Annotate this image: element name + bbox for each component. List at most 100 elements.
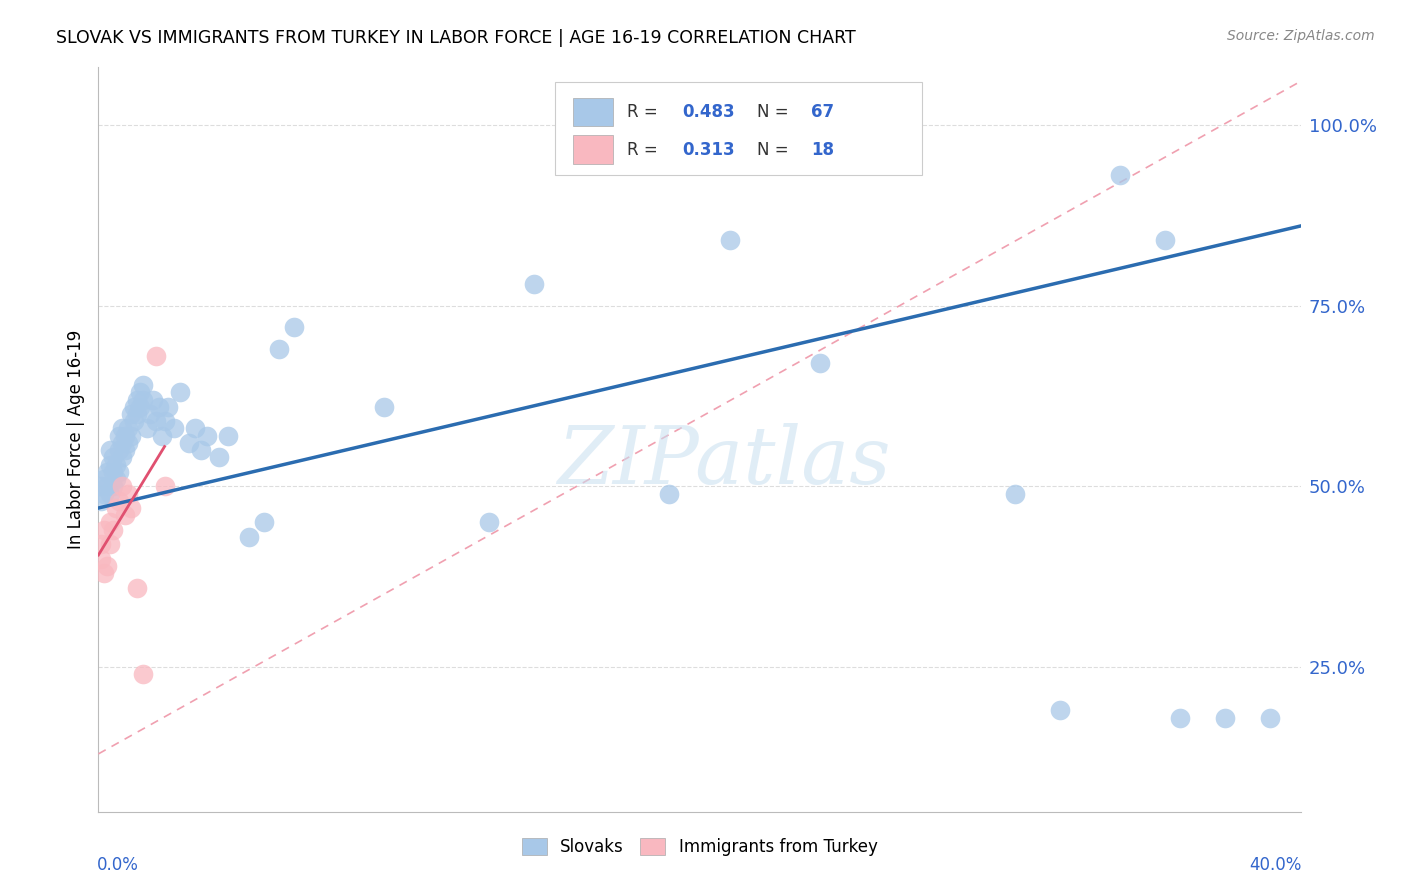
Point xyxy=(111,479,134,493)
Legend: Slovaks, Immigrants from Turkey: Slovaks, Immigrants from Turkey xyxy=(515,831,884,863)
Point xyxy=(100,516,122,530)
Point xyxy=(478,516,501,530)
Point xyxy=(217,428,239,442)
Point xyxy=(124,400,146,414)
Text: Source: ZipAtlas.com: Source: ZipAtlas.com xyxy=(1227,29,1375,43)
Text: 40.0%: 40.0% xyxy=(1250,856,1302,874)
Point xyxy=(111,436,134,450)
Point xyxy=(121,501,143,516)
Point xyxy=(103,479,125,493)
Point xyxy=(100,486,122,500)
Point xyxy=(111,421,134,435)
Point xyxy=(156,400,179,414)
Point xyxy=(162,421,184,435)
Point xyxy=(111,450,134,465)
Point xyxy=(1170,711,1192,725)
Text: R =: R = xyxy=(627,103,658,121)
Text: 0.0%: 0.0% xyxy=(97,856,139,874)
Point xyxy=(103,450,125,465)
Point xyxy=(100,537,122,551)
Point xyxy=(283,320,305,334)
Point xyxy=(1109,169,1132,183)
FancyBboxPatch shape xyxy=(574,136,613,164)
Point xyxy=(150,428,173,442)
Point xyxy=(658,486,681,500)
Point xyxy=(523,277,546,291)
Point xyxy=(195,428,218,442)
Point xyxy=(100,458,122,472)
Point xyxy=(718,234,741,248)
Text: 18: 18 xyxy=(811,141,834,159)
Point xyxy=(108,443,131,458)
Point xyxy=(105,472,128,486)
Point xyxy=(1049,704,1071,718)
Point xyxy=(121,407,143,421)
Point xyxy=(103,523,125,537)
Point xyxy=(1215,711,1237,725)
Point xyxy=(183,421,205,435)
Point xyxy=(145,414,167,428)
Point xyxy=(90,551,112,566)
Point xyxy=(129,385,152,400)
Point xyxy=(132,392,155,407)
Point xyxy=(208,450,231,465)
Point xyxy=(238,530,260,544)
Point xyxy=(103,465,125,479)
Point xyxy=(108,493,131,508)
Point xyxy=(93,486,115,500)
Text: 0.483: 0.483 xyxy=(683,103,735,121)
Point xyxy=(267,342,290,356)
Point xyxy=(117,436,139,450)
Point xyxy=(135,421,157,435)
Text: ZIPatlas: ZIPatlas xyxy=(557,423,890,500)
Point xyxy=(127,407,149,421)
Point xyxy=(1260,711,1282,725)
Point xyxy=(96,479,118,493)
Point xyxy=(108,465,131,479)
Point xyxy=(808,356,831,370)
Point xyxy=(114,428,136,442)
Point xyxy=(132,378,155,392)
Point xyxy=(190,443,212,458)
Point xyxy=(114,443,136,458)
Point xyxy=(253,516,276,530)
Point xyxy=(127,581,149,595)
Point xyxy=(90,479,112,493)
Point xyxy=(145,349,167,363)
Point xyxy=(93,472,115,486)
Point xyxy=(153,479,176,493)
Point xyxy=(117,421,139,435)
Text: 0.313: 0.313 xyxy=(683,141,735,159)
Point xyxy=(90,493,112,508)
Point xyxy=(100,443,122,458)
FancyBboxPatch shape xyxy=(555,82,922,175)
Point xyxy=(121,428,143,442)
Point xyxy=(373,400,395,414)
Point xyxy=(114,508,136,523)
Text: 67: 67 xyxy=(811,103,834,121)
Text: N =: N = xyxy=(758,103,789,121)
Point xyxy=(132,667,155,681)
Point xyxy=(93,523,115,537)
Point xyxy=(148,400,170,414)
Point xyxy=(105,458,128,472)
Text: R =: R = xyxy=(627,141,658,159)
Point xyxy=(108,428,131,442)
Point xyxy=(117,486,139,500)
Point xyxy=(90,537,112,551)
Point xyxy=(105,501,128,516)
Point xyxy=(127,392,149,407)
Point xyxy=(153,414,176,428)
Point xyxy=(1004,486,1026,500)
Point xyxy=(141,392,163,407)
Text: SLOVAK VS IMMIGRANTS FROM TURKEY IN LABOR FORCE | AGE 16-19 CORRELATION CHART: SLOVAK VS IMMIGRANTS FROM TURKEY IN LABO… xyxy=(56,29,856,47)
Point xyxy=(169,385,191,400)
Y-axis label: In Labor Force | Age 16-19: In Labor Force | Age 16-19 xyxy=(66,330,84,549)
Point xyxy=(177,436,200,450)
Point xyxy=(96,558,118,573)
Point xyxy=(138,407,160,421)
Point xyxy=(96,465,118,479)
Point xyxy=(1154,234,1177,248)
Text: N =: N = xyxy=(758,141,789,159)
Point xyxy=(124,414,146,428)
